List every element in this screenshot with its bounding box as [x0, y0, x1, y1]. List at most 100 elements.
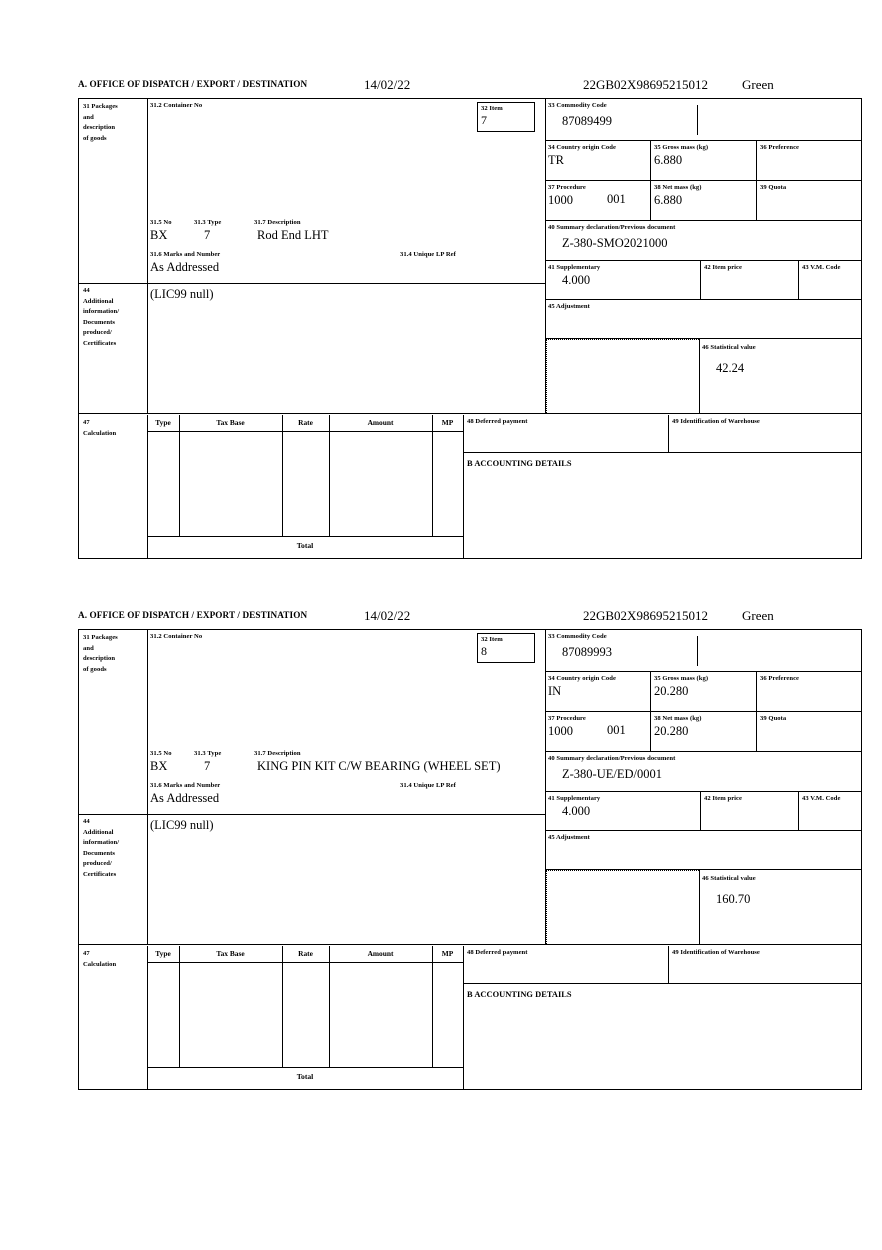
box-31-5-no[interactable]: 31.5 No BX	[147, 216, 187, 242]
box-42-item-price-2[interactable]: 42 Item price	[701, 792, 799, 831]
box-45-label: 45 Adjustment	[548, 303, 590, 310]
calc-cell-amount-2[interactable]	[329, 963, 432, 1068]
box-46-value: 42.24	[716, 360, 745, 375]
box-49-warehouse-id-2[interactable]: 49 Identification of Warehouse	[669, 946, 861, 984]
box-40-previous-document[interactable]: 40 Summary declaration/Previous document…	[545, 221, 861, 261]
box-41-supplementary[interactable]: 41 Supplementary 4.000	[545, 261, 701, 300]
box-31-6-marks-and-number[interactable]: 31.6 Marks and Number As Addressed	[147, 248, 397, 274]
box-36-preference[interactable]: 36 Preference	[757, 141, 861, 181]
box-49-warehouse-id[interactable]: 49 Identification of Warehouse	[669, 415, 861, 453]
box-32-value-2: 8	[481, 643, 487, 658]
box-31-6-marks-and-number-2[interactable]: 31.6 Marks and Number As Addressed	[147, 779, 397, 805]
box-40-value: Z-380-SMO2021000	[562, 235, 668, 250]
box-31-5-label-2: 31.5 No	[150, 750, 172, 757]
box-32-item[interactable]: 32 Item 7	[477, 102, 535, 132]
box-48-deferred-payment[interactable]: 48 Deferred payment	[464, 415, 669, 453]
box-31-5-no-2[interactable]: 31.5 No BX	[147, 747, 187, 773]
box-34-country-origin-code-2[interactable]: 34 Country origin Code IN	[545, 672, 651, 712]
box-36-preference-2[interactable]: 36 Preference	[757, 672, 861, 712]
box-49-label-2: 49 Identification of Warehouse	[672, 949, 760, 956]
dotted-divider-horizontal	[545, 339, 699, 340]
box-39-quota[interactable]: 39 Quota	[757, 181, 861, 221]
box-38-label: 38 Net mass (kg)	[654, 184, 702, 191]
box-31-3-label: 31.3 Type	[194, 219, 222, 226]
box-45-adjustment-2[interactable]: 45 Adjustment	[545, 831, 861, 870]
movement-reference-number: 22GB02X98695215012	[583, 77, 708, 92]
calc-cell-taxbase-2[interactable]	[179, 963, 282, 1068]
box-40-previous-document-2[interactable]: 40 Summary declaration/Previous document…	[545, 752, 861, 792]
box-31-7-description[interactable]: 31.7 Description Rod End LHT	[251, 216, 651, 242]
calc-cell-mp[interactable]	[432, 432, 463, 537]
box-31-7-description-2[interactable]: 31.7 Description KING PIN KIT C/W BEARIN…	[251, 747, 671, 773]
box-31-3-type-2[interactable]: 31.3 Type 7	[191, 747, 251, 773]
box-43-label: 43 V.M. Code	[802, 264, 841, 271]
box-33-commodity-code-2[interactable]: 33 Commodity Code 87089993	[545, 630, 861, 672]
divider-right-column-2	[545, 630, 546, 944]
box-31-3-type[interactable]: 31.3 Type 7	[191, 216, 251, 242]
box-46-value-2: 160.70	[716, 891, 751, 906]
box-31-5-value-2: BX	[150, 758, 168, 773]
box-31-2-container-no[interactable]: 31.2 Container No	[147, 99, 537, 111]
box-46-statistical-value[interactable]: 46 Statistical value 42.24	[699, 341, 861, 413]
calc-cell-type[interactable]	[147, 432, 179, 537]
divider-box46-2	[699, 870, 700, 944]
box-38-value-2: 20.280	[654, 723, 689, 738]
calc-cell-amount[interactable]	[329, 432, 432, 537]
box-34-country-origin-code[interactable]: 34 Country origin Code TR	[545, 141, 651, 181]
divider-below-box44-2	[79, 944, 861, 945]
box-37-procedure[interactable]: 37 Procedure 1000 001	[545, 181, 651, 221]
box-41-supplementary-2[interactable]: 41 Supplementary 4.000	[545, 792, 701, 831]
box-49-label: 49 Identification of Warehouse	[672, 418, 760, 425]
box-31-7-label-2: 31.7 Description	[254, 750, 301, 757]
box-37-procedure-2[interactable]: 37 Procedure 1000 001	[545, 712, 651, 752]
box-39-quota-2[interactable]: 39 Quota	[757, 712, 861, 752]
declaration-form-frame-2: 31 Packages and description of goods 31.2 C…	[78, 629, 862, 1090]
section-b-accounting-details[interactable]: B ACCOUNTING DETAILS	[464, 453, 861, 558]
calc-cell-type-2[interactable]	[147, 963, 179, 1068]
box-47-label: 47 Calculation	[79, 415, 147, 558]
box-31-label-2: 31 Packages and description of goods	[79, 630, 147, 814]
box-36-label: 36 Preference	[760, 144, 800, 151]
calc-gridline-0	[147, 415, 148, 537]
declaration-date: 14/02/22	[364, 77, 411, 92]
divider-box31-2	[147, 630, 148, 814]
box-44-additional-information-2[interactable]: (LIC99 null)	[147, 816, 537, 832]
box-32-item-2[interactable]: 32 Item 8	[477, 633, 535, 663]
divider-box44-2	[147, 814, 148, 944]
box-43-vm-code[interactable]: 43 V.M. Code	[799, 261, 861, 300]
box-42-item-price[interactable]: 42 Item price	[701, 261, 799, 300]
calc-cell-taxbase[interactable]	[179, 432, 282, 537]
box-38-net-mass-2[interactable]: 38 Net mass (kg) 20.280	[651, 712, 757, 752]
box-33-value: 87089499	[562, 113, 612, 128]
box-31-7-value: Rod End LHT	[257, 227, 329, 242]
calc-cell-mp-2[interactable]	[432, 963, 463, 1068]
divider-below-box44	[79, 413, 861, 414]
box-31-2-container-no-2[interactable]: 31.2 Container No	[147, 630, 537, 642]
calc-cell-rate[interactable]	[282, 432, 329, 537]
box-31-3-value-2: 7	[204, 758, 211, 773]
calculation-body-row[interactable]	[147, 432, 463, 537]
section-b-accounting-details-2[interactable]: B ACCOUNTING DETAILS	[464, 984, 861, 1089]
box-45-adjustment[interactable]: 45 Adjustment	[545, 300, 861, 339]
calc-cell-rate-2[interactable]	[282, 963, 329, 1068]
box-38-net-mass[interactable]: 38 Net mass (kg) 6.880	[651, 181, 757, 221]
calculation-table-2: Type Tax Base Rate Amount MP Total	[147, 946, 464, 1090]
box-46-statistical-value-2[interactable]: 46 Statistical value 160.70	[699, 872, 861, 944]
box-31-4-unique-lp-ref[interactable]: 31.4 Unique LP Ref	[397, 248, 547, 260]
box-37-label: 37 Procedure	[548, 184, 586, 191]
box-35-gross-mass-2[interactable]: 35 Gross mass (kg) 20.280	[651, 672, 757, 712]
calc-gridline-3	[329, 415, 330, 537]
calc-col-amount-header-2: Amount	[367, 949, 394, 958]
calc-col-type-header-2: Type	[155, 949, 171, 958]
box-44-label: 44 Additional information/Documents produce…	[79, 283, 147, 413]
box-33-commodity-code[interactable]: 33 Commodity Code 87089499	[545, 99, 861, 141]
box-40-label-2: 40 Summary declaration/Previous document	[548, 755, 676, 762]
box-31-4-unique-lp-ref-2[interactable]: 31.4 Unique LP Ref	[397, 779, 547, 791]
box-43-vm-code-2[interactable]: 43 V.M. Code	[799, 792, 861, 831]
box-33-label-2: 33 Commodity Code	[548, 633, 607, 640]
box-35-gross-mass[interactable]: 35 Gross mass (kg) 6.880	[651, 141, 757, 181]
box-41-label-2: 41 Supplementary	[548, 795, 601, 802]
box-44-additional-information[interactable]: (LIC99 null)	[147, 285, 537, 301]
calculation-body-row-2[interactable]	[147, 963, 463, 1068]
box-48-deferred-payment-2[interactable]: 48 Deferred payment	[464, 946, 669, 984]
